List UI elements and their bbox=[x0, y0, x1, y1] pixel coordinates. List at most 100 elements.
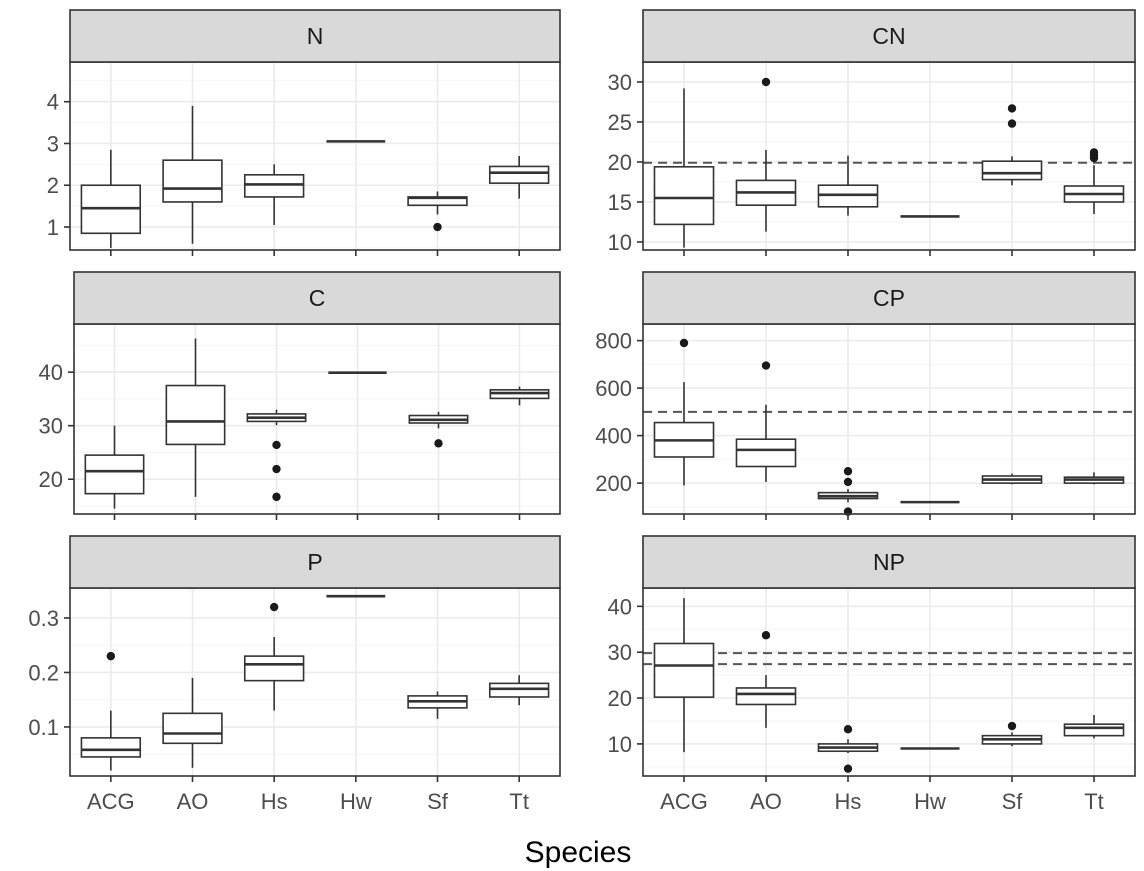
facet-strip bbox=[642, 535, 1136, 589]
iqr-box bbox=[243, 174, 305, 198]
box-sf bbox=[981, 473, 1043, 485]
panel-background bbox=[643, 324, 1135, 514]
box-acg bbox=[653, 88, 715, 248]
facet-c: C 20 30 40 bbox=[39, 271, 561, 520]
facet-title: NP bbox=[873, 549, 905, 575]
iqr-box bbox=[162, 712, 223, 745]
outlier-point bbox=[272, 464, 281, 474]
y-tick-label: 30 bbox=[608, 640, 632, 665]
x-tick-label: Tt bbox=[509, 789, 529, 814]
outlier-point bbox=[1007, 104, 1017, 113]
x-tick-label: Sf bbox=[1002, 789, 1024, 814]
box-sf bbox=[408, 411, 469, 448]
box-hs bbox=[817, 155, 879, 216]
box-sf bbox=[407, 691, 468, 719]
x-tick-label: AO bbox=[750, 789, 782, 814]
iqr-box bbox=[165, 384, 226, 446]
box-tt bbox=[1063, 472, 1125, 485]
outlier-point bbox=[679, 338, 689, 348]
y-tick-label: 20 bbox=[39, 467, 63, 492]
outlier-point bbox=[843, 467, 853, 476]
x-tick-label: ACG bbox=[660, 789, 708, 814]
y-tick-label: 10 bbox=[608, 230, 632, 255]
box-sf bbox=[407, 191, 468, 232]
facet-strip bbox=[73, 271, 561, 325]
iqr-box bbox=[735, 687, 797, 706]
iqr-box bbox=[84, 454, 145, 495]
facet-title: C bbox=[309, 285, 326, 311]
outlier-point bbox=[272, 492, 281, 502]
box-tt bbox=[1063, 715, 1125, 739]
y-tick-label: 1 bbox=[47, 215, 59, 240]
box-hs bbox=[246, 409, 307, 502]
y-tick-label: 3 bbox=[47, 131, 59, 156]
facet-title: CN bbox=[872, 23, 905, 49]
iqr-box bbox=[1063, 723, 1125, 737]
box-tt bbox=[1063, 148, 1125, 214]
x-tick-label: Hs bbox=[835, 789, 862, 814]
x-tick-label: Hw bbox=[914, 789, 946, 814]
y-tick-label: 20 bbox=[608, 686, 632, 711]
facet-cp: CP 200 400 600 800 bbox=[595, 271, 1136, 520]
x-tick-label: Hw bbox=[340, 789, 372, 814]
box-ao bbox=[735, 631, 797, 728]
facet-p: P 0.1 0.2 0.3 ACG AO Hs Hw Sf Tt bbox=[28, 535, 561, 814]
y-tick-label: 0.3 bbox=[28, 606, 59, 631]
box-sf bbox=[981, 104, 1043, 186]
outlier-point bbox=[843, 764, 853, 773]
box-ao bbox=[162, 677, 223, 768]
y-tick-label: 600 bbox=[595, 376, 632, 401]
iqr-box bbox=[981, 160, 1043, 181]
outlier-point bbox=[843, 725, 853, 734]
y-tick-label: 4 bbox=[47, 90, 59, 115]
y-tick-label: 10 bbox=[608, 732, 632, 757]
outlier-point bbox=[433, 222, 442, 232]
outlier-point bbox=[1089, 148, 1099, 157]
iqr-box bbox=[653, 642, 715, 698]
x-tick-label: Sf bbox=[427, 789, 449, 814]
outlier-point bbox=[106, 651, 116, 661]
y-tick-label: 30 bbox=[39, 414, 63, 439]
y-tick-label: 2 bbox=[47, 173, 59, 198]
outlier-point bbox=[434, 439, 443, 448]
x-axis-title: Species bbox=[525, 836, 632, 869]
box-acg bbox=[80, 149, 142, 248]
box-tt bbox=[489, 386, 550, 406]
panel-background bbox=[70, 62, 560, 250]
box-acg bbox=[84, 425, 145, 509]
facet-strip bbox=[642, 9, 1136, 63]
x-tick-label: ACG bbox=[87, 789, 135, 814]
facet-np: NP 10 20 30 40 ACG AO Hs Hw Sf Tt bbox=[608, 535, 1136, 814]
box-acg bbox=[80, 651, 142, 771]
outlier-point bbox=[761, 361, 771, 370]
box-hs bbox=[243, 602, 305, 711]
box-acg bbox=[653, 338, 715, 486]
box-hs bbox=[817, 725, 879, 773]
iqr-box bbox=[488, 165, 550, 184]
outlier-point bbox=[761, 631, 771, 640]
y-tick-label: 25 bbox=[608, 110, 632, 135]
iqr-box bbox=[488, 682, 550, 698]
facet-title: N bbox=[307, 23, 324, 49]
facet-strip bbox=[69, 535, 561, 589]
box-ao bbox=[735, 361, 797, 482]
facet-title: CP bbox=[873, 285, 905, 311]
outlier-point bbox=[1007, 721, 1017, 731]
box-hs bbox=[243, 164, 305, 225]
panel-background bbox=[74, 324, 560, 514]
facet-cn: CN 10 15 20 25 30 bbox=[608, 9, 1136, 256]
panel-background bbox=[643, 588, 1135, 776]
x-tick-label: AO bbox=[177, 789, 209, 814]
box-acg bbox=[653, 598, 715, 753]
outlier-point bbox=[272, 440, 281, 450]
outlier-point bbox=[1007, 119, 1017, 128]
box-sf bbox=[981, 721, 1043, 747]
box-ao bbox=[735, 77, 797, 232]
iqr-box bbox=[80, 737, 142, 758]
y-tick-label: 0.2 bbox=[28, 660, 59, 685]
y-tick-label: 30 bbox=[608, 70, 632, 95]
box-ao bbox=[165, 338, 226, 497]
iqr-box bbox=[243, 655, 305, 682]
x-tick-label: Tt bbox=[1084, 789, 1104, 814]
